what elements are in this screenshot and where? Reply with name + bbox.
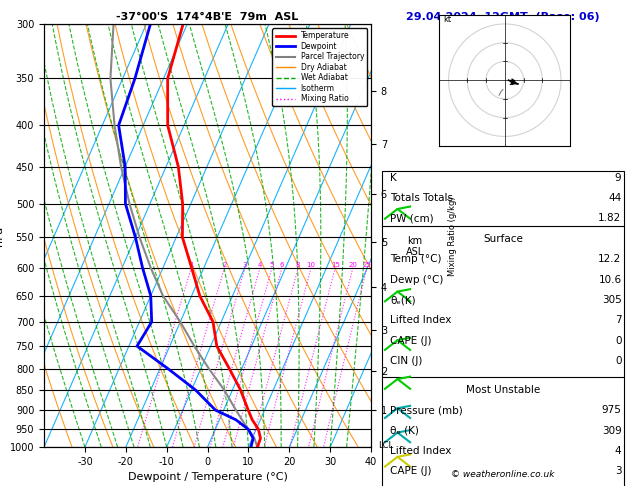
Text: 4: 4 xyxy=(258,262,262,268)
Text: Lifted Index: Lifted Index xyxy=(390,315,452,326)
Text: LCL: LCL xyxy=(377,441,392,450)
Text: 3: 3 xyxy=(615,467,621,476)
Text: kt: kt xyxy=(443,15,451,24)
Text: 4: 4 xyxy=(615,446,621,456)
Text: 44: 44 xyxy=(608,193,621,203)
Text: Surface: Surface xyxy=(483,234,523,244)
Text: Mixing Ratio (g/kg): Mixing Ratio (g/kg) xyxy=(448,196,457,276)
Text: 12.2: 12.2 xyxy=(598,254,621,264)
Text: 8: 8 xyxy=(296,262,301,268)
Text: 309: 309 xyxy=(602,426,621,435)
Text: 3: 3 xyxy=(243,262,247,268)
Text: 2: 2 xyxy=(222,262,226,268)
Text: 1.82: 1.82 xyxy=(598,213,621,224)
Y-axis label: km
ASL: km ASL xyxy=(406,236,424,257)
Text: 0: 0 xyxy=(615,356,621,366)
Text: 29.04.2024  12GMT  (Base: 06): 29.04.2024 12GMT (Base: 06) xyxy=(406,12,600,22)
Text: CAPE (J): CAPE (J) xyxy=(390,336,431,346)
Text: 9: 9 xyxy=(615,173,621,183)
Text: 10.6: 10.6 xyxy=(598,275,621,285)
Text: 1: 1 xyxy=(189,262,194,268)
Text: CAPE (J): CAPE (J) xyxy=(390,467,431,476)
X-axis label: Dewpoint / Temperature (°C): Dewpoint / Temperature (°C) xyxy=(128,472,287,483)
Text: PW (cm): PW (cm) xyxy=(390,213,433,224)
Text: Temp (°C): Temp (°C) xyxy=(390,254,442,264)
Text: CIN (J): CIN (J) xyxy=(390,356,422,366)
Text: 975: 975 xyxy=(601,405,621,415)
Text: Totals Totals: Totals Totals xyxy=(390,193,453,203)
Text: 10: 10 xyxy=(306,262,316,268)
Text: θₑ(K): θₑ(K) xyxy=(390,295,416,305)
Title: -37°00'S  174°4B'E  79m  ASL: -37°00'S 174°4B'E 79m ASL xyxy=(116,12,299,22)
Text: K: K xyxy=(390,173,397,183)
Text: 5: 5 xyxy=(270,262,274,268)
Text: 0: 0 xyxy=(615,336,621,346)
Text: 305: 305 xyxy=(602,295,621,305)
Text: 25: 25 xyxy=(362,262,371,268)
Text: Lifted Index: Lifted Index xyxy=(390,446,452,456)
Text: © weatheronline.co.uk: © weatheronline.co.uk xyxy=(452,469,555,479)
Text: 15: 15 xyxy=(331,262,340,268)
Text: 7: 7 xyxy=(615,315,621,326)
Text: Dewp (°C): Dewp (°C) xyxy=(390,275,443,285)
Text: θₑ (K): θₑ (K) xyxy=(390,426,419,435)
Text: Most Unstable: Most Unstable xyxy=(466,385,540,395)
Text: 6: 6 xyxy=(280,262,284,268)
Text: 20: 20 xyxy=(348,262,357,268)
Text: Pressure (mb): Pressure (mb) xyxy=(390,405,463,415)
Y-axis label: hPa: hPa xyxy=(0,226,4,246)
Legend: Temperature, Dewpoint, Parcel Trajectory, Dry Adiabat, Wet Adiabat, Isotherm, Mi: Temperature, Dewpoint, Parcel Trajectory… xyxy=(272,28,367,106)
